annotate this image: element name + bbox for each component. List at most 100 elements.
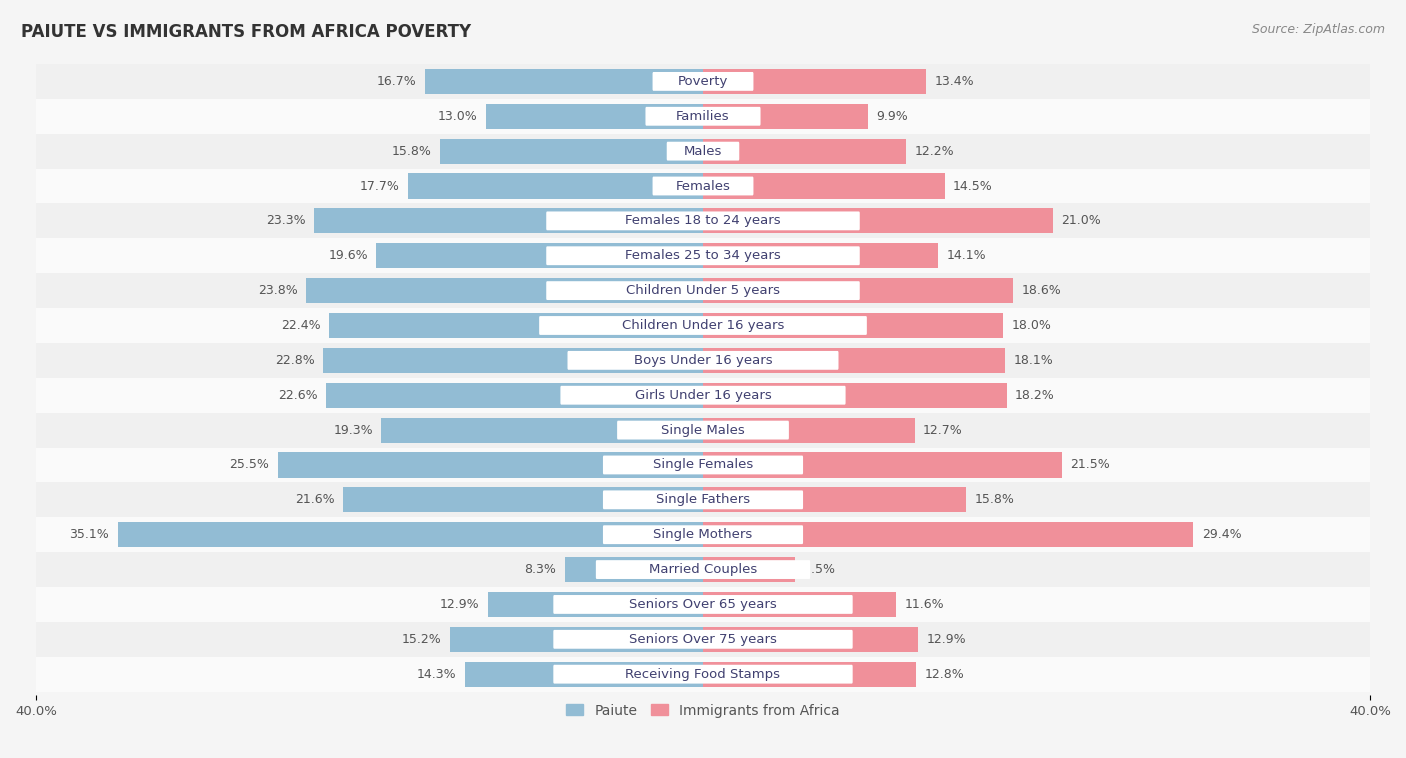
Bar	[37, 412, 1369, 447]
FancyBboxPatch shape	[652, 177, 754, 196]
Text: 5.5%: 5.5%	[803, 563, 835, 576]
Text: Single Fathers: Single Fathers	[657, 493, 749, 506]
Text: 22.4%: 22.4%	[281, 319, 321, 332]
Bar	[326, 383, 703, 408]
Bar	[703, 627, 918, 652]
Text: 12.2%: 12.2%	[915, 145, 955, 158]
Text: Children Under 5 years: Children Under 5 years	[626, 284, 780, 297]
Text: 22.8%: 22.8%	[274, 354, 315, 367]
Bar	[37, 203, 1369, 238]
Bar	[377, 243, 703, 268]
Bar	[37, 308, 1369, 343]
FancyBboxPatch shape	[596, 560, 810, 579]
Text: 18.1%: 18.1%	[1014, 354, 1053, 367]
Bar	[703, 348, 1005, 373]
Bar	[37, 517, 1369, 552]
Text: 14.3%: 14.3%	[416, 668, 456, 681]
Bar	[703, 208, 1053, 233]
Bar	[486, 104, 703, 129]
Text: 23.8%: 23.8%	[259, 284, 298, 297]
Bar	[37, 377, 1369, 412]
Bar	[703, 243, 938, 268]
Text: 21.5%: 21.5%	[1070, 459, 1109, 471]
Text: 19.3%: 19.3%	[333, 424, 373, 437]
FancyBboxPatch shape	[554, 630, 852, 649]
Text: Children Under 16 years: Children Under 16 years	[621, 319, 785, 332]
Text: PAIUTE VS IMMIGRANTS FROM AFRICA POVERTY: PAIUTE VS IMMIGRANTS FROM AFRICA POVERTY	[21, 23, 471, 41]
FancyBboxPatch shape	[568, 351, 838, 370]
Text: Seniors Over 75 years: Seniors Over 75 years	[628, 633, 778, 646]
Bar	[703, 487, 966, 512]
Bar	[703, 174, 945, 199]
Bar	[425, 69, 703, 94]
FancyBboxPatch shape	[547, 281, 859, 300]
FancyBboxPatch shape	[561, 386, 845, 405]
Text: 11.6%: 11.6%	[905, 598, 945, 611]
Text: 21.6%: 21.6%	[295, 493, 335, 506]
Bar	[37, 273, 1369, 308]
Text: 18.6%: 18.6%	[1022, 284, 1062, 297]
Text: 15.2%: 15.2%	[402, 633, 441, 646]
Text: Single Females: Single Females	[652, 459, 754, 471]
Bar	[703, 418, 915, 443]
FancyBboxPatch shape	[617, 421, 789, 440]
Bar	[565, 557, 703, 582]
Text: Females: Females	[675, 180, 731, 193]
Bar	[703, 69, 927, 94]
Text: 16.7%: 16.7%	[377, 75, 416, 88]
Bar	[37, 64, 1369, 99]
FancyBboxPatch shape	[554, 665, 852, 684]
Text: Females 18 to 24 years: Females 18 to 24 years	[626, 215, 780, 227]
FancyBboxPatch shape	[652, 72, 754, 91]
Text: Married Couples: Married Couples	[650, 563, 756, 576]
Text: 13.4%: 13.4%	[935, 75, 974, 88]
Text: 18.2%: 18.2%	[1015, 389, 1054, 402]
Bar	[37, 447, 1369, 482]
Text: 35.1%: 35.1%	[69, 528, 110, 541]
Text: 12.8%: 12.8%	[925, 668, 965, 681]
Bar	[37, 656, 1369, 691]
Bar	[37, 622, 1369, 656]
Text: Girls Under 16 years: Girls Under 16 years	[634, 389, 772, 402]
Bar	[440, 139, 703, 164]
Bar	[37, 587, 1369, 622]
Bar	[118, 522, 703, 547]
Text: Males: Males	[683, 145, 723, 158]
Text: 17.7%: 17.7%	[360, 180, 399, 193]
Bar	[37, 552, 1369, 587]
Text: 23.3%: 23.3%	[267, 215, 307, 227]
Bar	[488, 592, 703, 617]
Bar	[703, 453, 1062, 478]
FancyBboxPatch shape	[645, 107, 761, 126]
FancyBboxPatch shape	[603, 490, 803, 509]
FancyBboxPatch shape	[666, 142, 740, 161]
Bar	[703, 278, 1014, 303]
Bar	[329, 313, 703, 338]
Bar	[307, 278, 703, 303]
Bar	[37, 482, 1369, 517]
Bar	[703, 522, 1194, 547]
Text: 12.7%: 12.7%	[924, 424, 963, 437]
Text: 9.9%: 9.9%	[876, 110, 908, 123]
FancyBboxPatch shape	[547, 211, 859, 230]
Bar	[464, 662, 703, 687]
Text: Single Mothers: Single Mothers	[654, 528, 752, 541]
Text: 12.9%: 12.9%	[927, 633, 966, 646]
Bar	[343, 487, 703, 512]
Text: 25.5%: 25.5%	[229, 459, 270, 471]
FancyBboxPatch shape	[538, 316, 868, 335]
Bar	[703, 662, 917, 687]
Bar	[37, 343, 1369, 377]
Bar	[37, 168, 1369, 203]
Text: 14.1%: 14.1%	[946, 249, 986, 262]
Text: Poverty: Poverty	[678, 75, 728, 88]
Bar	[381, 418, 703, 443]
Text: 15.8%: 15.8%	[974, 493, 1015, 506]
Text: 29.4%: 29.4%	[1202, 528, 1241, 541]
Bar	[703, 139, 907, 164]
FancyBboxPatch shape	[603, 525, 803, 544]
Bar	[450, 627, 703, 652]
Text: 19.6%: 19.6%	[328, 249, 368, 262]
Bar	[37, 238, 1369, 273]
Bar	[703, 383, 1007, 408]
